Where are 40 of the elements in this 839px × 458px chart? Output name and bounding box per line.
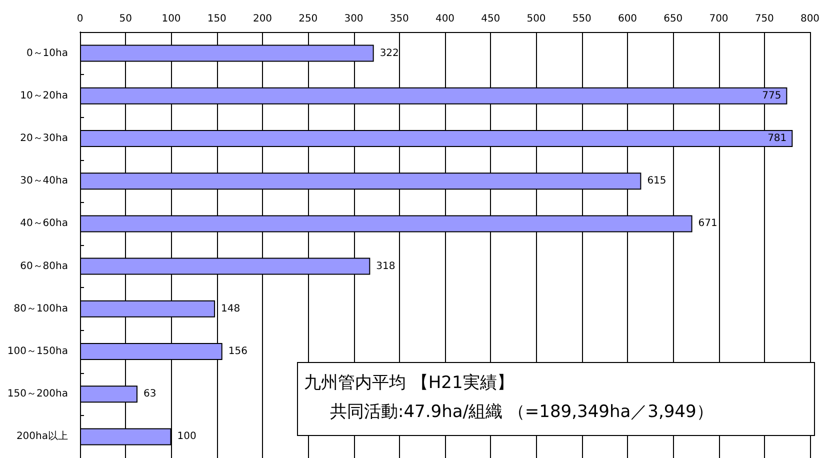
x-tick-label: 600 [618,14,638,24]
y-tick-label: 80～100ha [14,303,68,314]
x-tick-label: 500 [526,14,546,24]
data-label: 148 [221,303,240,314]
data-label: 322 [380,48,399,59]
y-tick-label: 30～40ha [20,176,68,187]
x-tick-label: 200 [252,14,272,24]
y-tick-label: 20～30ha [20,133,68,144]
note-box: 九州管内平均 【H21実績】 共同活動:47.9ha/組織 （=189,349ha／3,949） [297,362,815,436]
data-label: 100 [177,431,196,442]
data-label: 671 [698,218,718,230]
x-tick-label: 350 [390,14,409,24]
x-tick-label: 700 [709,14,728,24]
x-tick-label: 50 [119,14,132,24]
y-tick-label: 60～80ha [20,260,68,272]
x-tick-label: 400 [435,14,455,24]
x-tick-label: 150 [207,14,226,24]
data-label: 63 [143,388,156,400]
x-tick-label: 800 [800,14,820,24]
annotation: 共同活動:47.9ha/組織 （=189,349ha／3,949） [329,401,714,424]
y-tick-label: 100～150ha [7,346,68,357]
x-tick-label: 550 [572,14,592,24]
x-tick-label: 300 [344,14,364,24]
y-tick-label: 200ha以上 [16,430,68,442]
data-label: 318 [376,260,396,272]
y-tick-label: 40～60ha [20,218,68,230]
x-tick-label: 750 [754,14,774,24]
annotation: 九州管内平均 【H21実績】 [304,372,515,395]
y-tick-label: 0～10ha [26,48,68,59]
x-tick-label: 250 [298,14,318,24]
y-tick-label: 150～200ha [7,388,68,400]
data-label: 775 [762,90,782,102]
x-tick-label: 100 [162,14,181,24]
data-label: 156 [228,346,248,357]
x-tick-label: 0 [76,14,84,24]
x-tick-label: 650 [664,14,683,24]
y-tick-label: 10～20ha [20,90,68,102]
data-label: 781 [768,133,787,144]
data-label: 615 [647,176,666,187]
x-tick-label: 450 [481,14,500,24]
